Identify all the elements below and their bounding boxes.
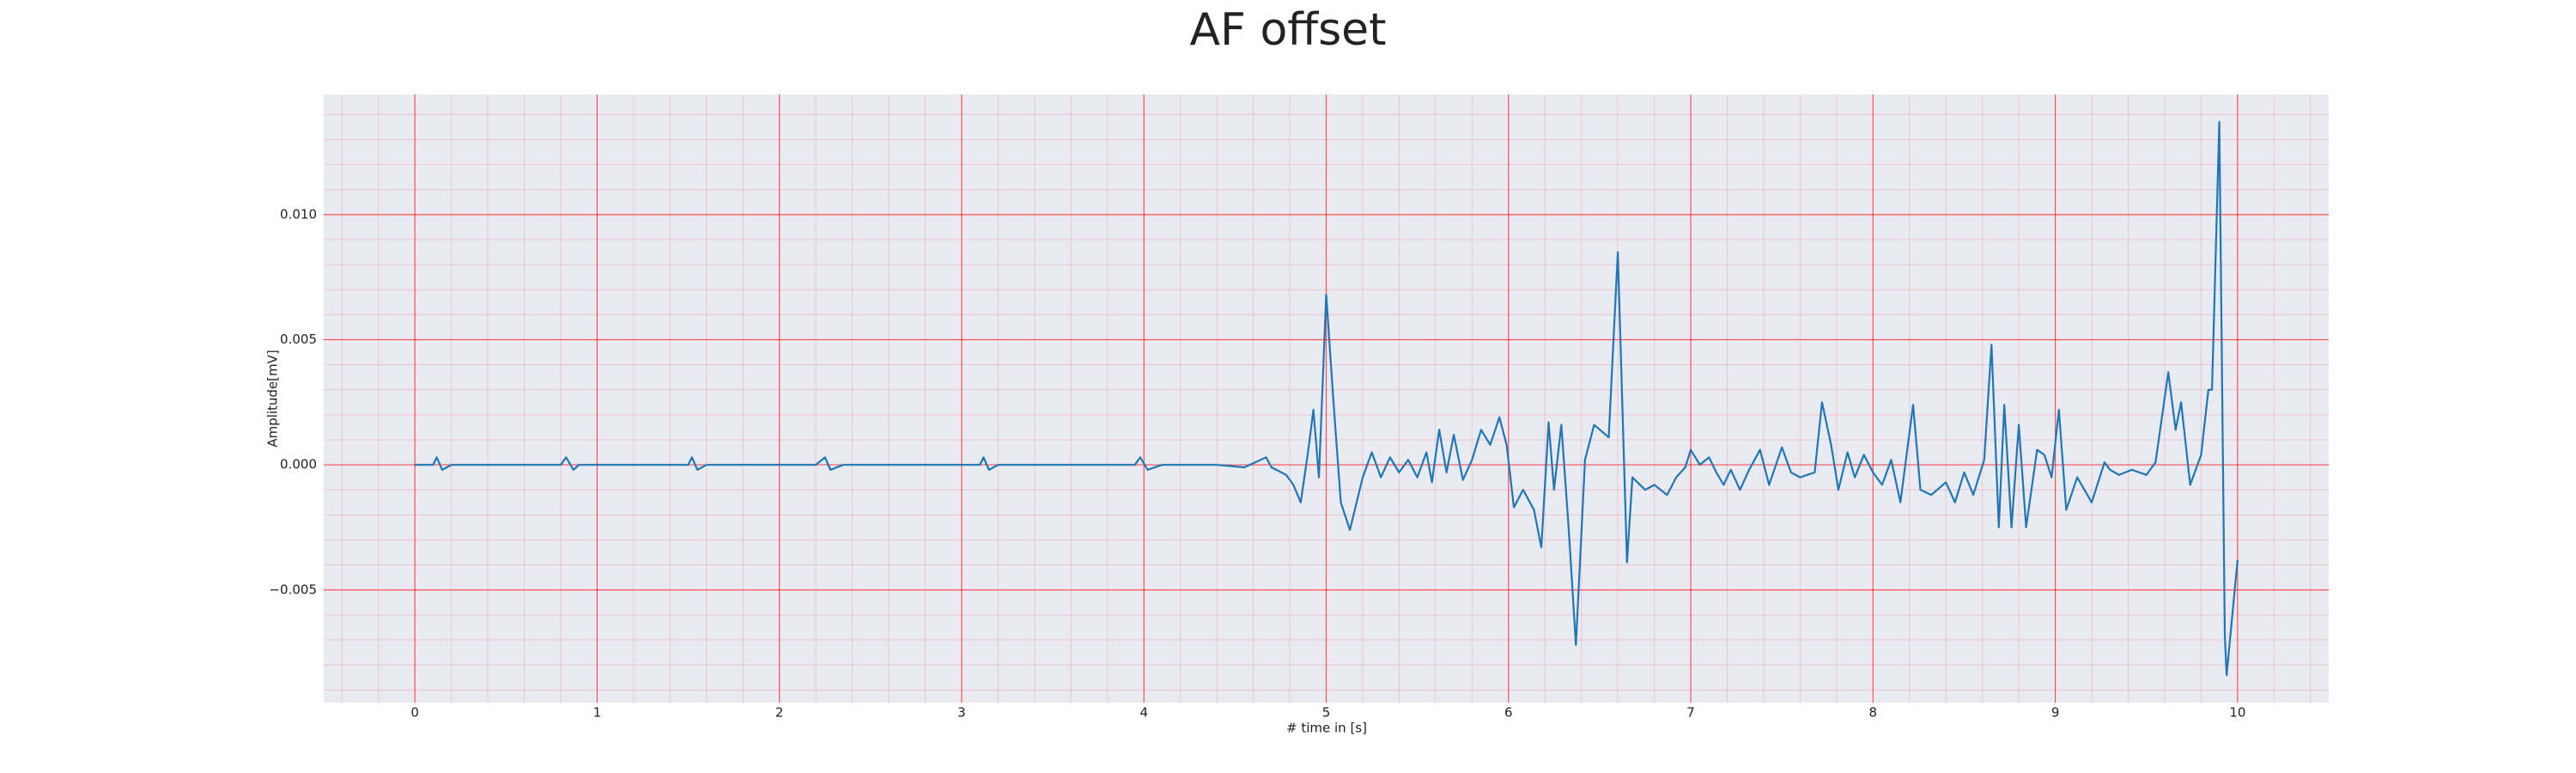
x-tick-label: 8 [1869, 705, 1878, 721]
x-tick-label: 9 [2051, 705, 2060, 721]
y-tick-label: 0.000 [280, 457, 317, 472]
data-line [415, 120, 2239, 677]
x-tick-label: 3 [957, 705, 966, 721]
y-axis-label: Amplitude[mV] [265, 350, 281, 447]
x-tick-label: 5 [1322, 705, 1331, 721]
chart-title: AF offset [1189, 4, 1386, 56]
x-tick-label: 2 [775, 705, 784, 721]
x-tick-label: 1 [593, 705, 602, 721]
x-tick-label: 0 [410, 705, 419, 721]
x-tick-label: 6 [1504, 705, 1513, 721]
y-tick-label: 0.010 [280, 206, 317, 222]
x-axis-label: # time in [s] [1286, 721, 1367, 736]
y-tick-label: 0.005 [280, 332, 317, 347]
x-tick-label: 4 [1139, 705, 1148, 721]
x-tick-label: 7 [1686, 705, 1695, 721]
x-tick-label: 10 [2229, 705, 2245, 721]
y-tick-label: −0.005 [269, 581, 317, 597]
